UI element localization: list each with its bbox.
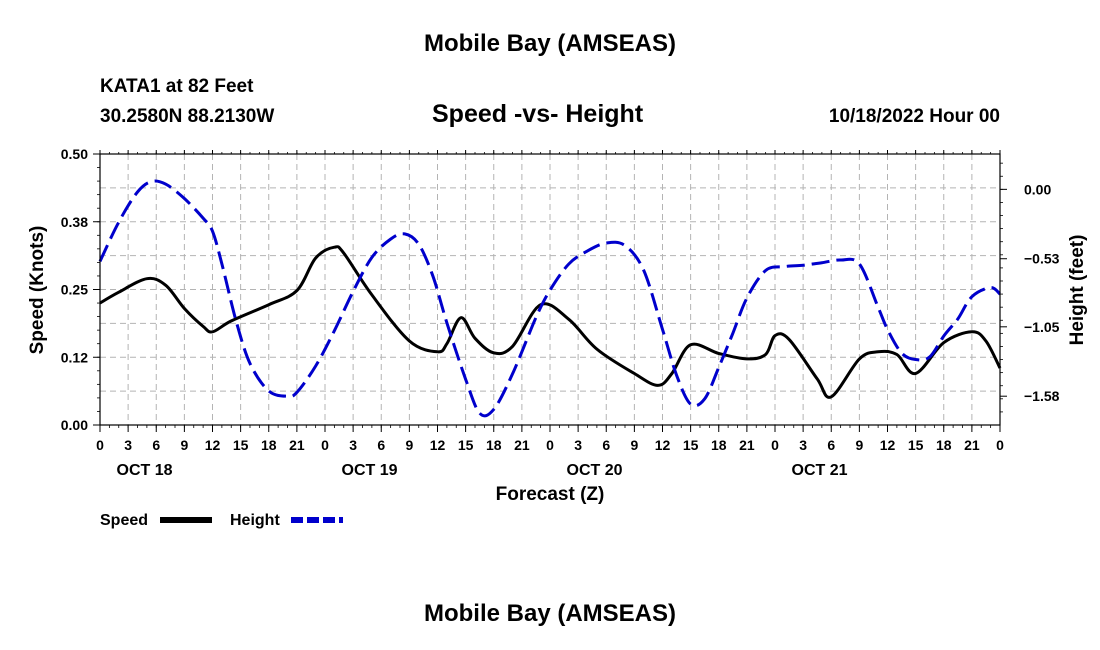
x-tick-label: 12 <box>205 437 221 453</box>
x-tick-label: 3 <box>349 437 357 453</box>
x-tick-label: 18 <box>936 437 952 453</box>
x-tick-label: 3 <box>124 437 132 453</box>
x-tick-label: 15 <box>683 437 699 453</box>
x-tick-label: 9 <box>180 437 188 453</box>
x-tick-label: 0 <box>546 437 554 453</box>
day-label: OCT 20 <box>567 462 623 479</box>
y2-tick-label: −1.05 <box>1024 319 1060 335</box>
y-tick-label: 0.50 <box>61 146 88 162</box>
x-tick-label: 21 <box>739 437 755 453</box>
x-tick-label: 18 <box>261 437 277 453</box>
x-tick-label: 0 <box>96 437 104 453</box>
x-tick-label: 21 <box>964 437 980 453</box>
page-title: Mobile Bay (AMSEAS) <box>423 30 677 57</box>
forecast-date: 10/18/2022 Hour 00 <box>828 106 1000 127</box>
day-label: OCT 21 <box>792 462 848 479</box>
chart-title: Speed -vs- Height <box>432 100 644 128</box>
x-tick-label: 12 <box>430 437 446 453</box>
y-axis-label: Speed (Knots) <box>27 226 48 355</box>
x-tick-label: 15 <box>908 437 924 453</box>
x-tick-label: 9 <box>405 437 413 453</box>
grid <box>100 154 1000 425</box>
x-tick-label: 6 <box>152 437 160 453</box>
x-tick-label: 0 <box>996 437 1004 453</box>
y2-tick-label: −1.58 <box>1024 388 1060 404</box>
y-tick-label: 0.38 <box>61 214 88 230</box>
x-tick-label: 18 <box>711 437 727 453</box>
bottom-title: Mobile Bay (AMSEAS) <box>423 600 677 627</box>
y-tick-label: 0.12 <box>61 349 88 365</box>
y2-tick-label: 0.00 <box>1024 181 1051 197</box>
legend: Speed Height <box>100 512 343 529</box>
x-tick-label: 9 <box>630 437 638 453</box>
series-layer <box>98 179 1002 418</box>
station-name: KATA1 at 82 Feet <box>100 76 254 97</box>
y2-tick-label: −0.53 <box>1024 251 1060 267</box>
x-tick-label: 15 <box>233 437 249 453</box>
x-tick-label: 21 <box>289 437 305 453</box>
y-tick-label: 0.00 <box>61 417 88 433</box>
x-axis-label: Forecast (Z) <box>496 484 605 505</box>
x-tick-label: 18 <box>486 437 502 453</box>
speed-height-chart: 0 3 6 9 12 15 18 21 0 3 6 9 12 15 18 21 0 3 6 9 12 15 18 21 0 3 6 9… <box>27 146 1088 529</box>
x-tick-label: 15 <box>458 437 474 453</box>
x-tick-label: 6 <box>602 437 610 453</box>
axes: 0 3 6 9 12 15 18 21 0 3 6 9 12 15 18 21 0 3 6 9 12 15 18 21 0 3 6 9… <box>61 146 1060 479</box>
day-label: OCT 18 <box>117 462 173 479</box>
x-tick-label: 6 <box>827 437 835 453</box>
y-tick-label: 0.25 <box>61 282 88 298</box>
station-coordinates: 30.2580N 88.2130W <box>100 106 275 127</box>
x-tick-label: 0 <box>771 437 779 453</box>
x-tick-label: 21 <box>514 437 530 453</box>
x-tick-label: 12 <box>880 437 896 453</box>
x-tick-label: 0 <box>321 437 329 453</box>
x-tick-label: 3 <box>799 437 807 453</box>
legend-label-height: Height <box>230 512 280 529</box>
x-tick-label: 6 <box>377 437 385 453</box>
x-tick-label: 9 <box>855 437 863 453</box>
legend-label-speed: Speed <box>100 512 148 529</box>
x-tick-label: 12 <box>655 437 671 453</box>
x-tick-label: 3 <box>574 437 582 453</box>
height-series-line <box>98 179 1002 418</box>
day-label: OCT 19 <box>342 462 398 479</box>
y2-axis-label: Height (feet) <box>1067 235 1088 346</box>
